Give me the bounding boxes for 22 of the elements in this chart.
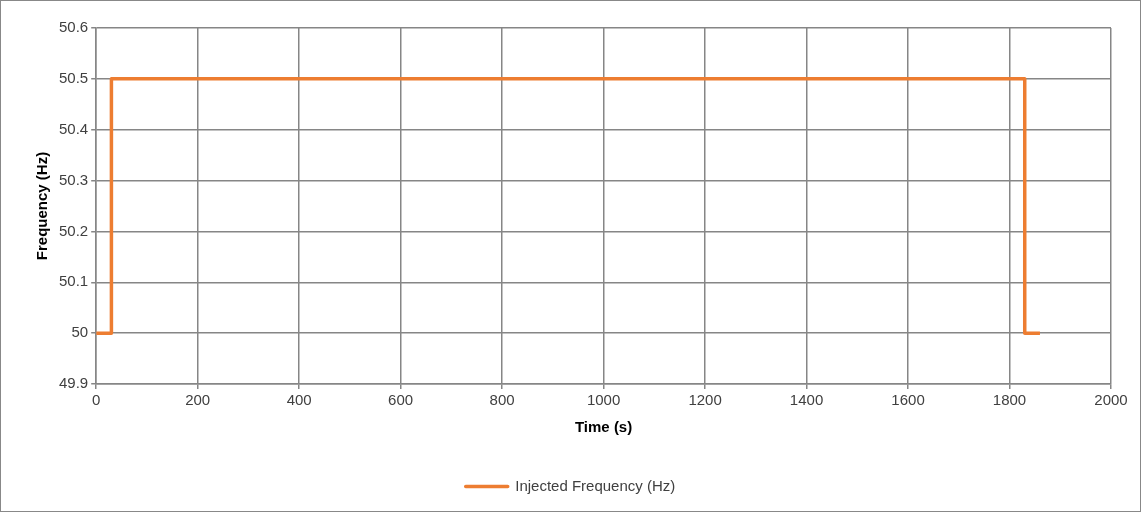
y-axis-title: Frequency (Hz) bbox=[33, 151, 51, 261]
y-tick-label: 50.6 bbox=[58, 18, 89, 36]
x-tick-label: 1200 bbox=[688, 391, 722, 409]
y-tick-label: 50.4 bbox=[58, 119, 89, 137]
x-tick-label: 1000 bbox=[586, 391, 621, 409]
x-tick-label: 800 bbox=[489, 391, 515, 409]
x-tick-label: 0 bbox=[92, 391, 101, 409]
legend-label: Injected Frequency (Hz) bbox=[515, 476, 676, 494]
x-tick-label: 1800 bbox=[992, 391, 1027, 409]
x-tick-label: 1600 bbox=[891, 391, 925, 409]
y-tick-label: 50.1 bbox=[58, 272, 89, 290]
x-axis-title: Time (s) bbox=[574, 418, 633, 436]
x-tick-label: 400 bbox=[286, 391, 312, 409]
x-tick-label: 2000 bbox=[1094, 391, 1128, 409]
y-tick-label: 49.9 bbox=[58, 374, 89, 392]
y-tick-label: 50 bbox=[71, 323, 89, 341]
y-tick-label: 50.5 bbox=[58, 69, 89, 86]
y-tick-label: 50.3 bbox=[58, 170, 89, 188]
x-tick-label: 200 bbox=[185, 391, 211, 409]
x-tick-label: 1400 bbox=[789, 391, 824, 409]
x-tick-label: 600 bbox=[388, 391, 414, 409]
y-tick-label: 50.2 bbox=[58, 221, 89, 239]
